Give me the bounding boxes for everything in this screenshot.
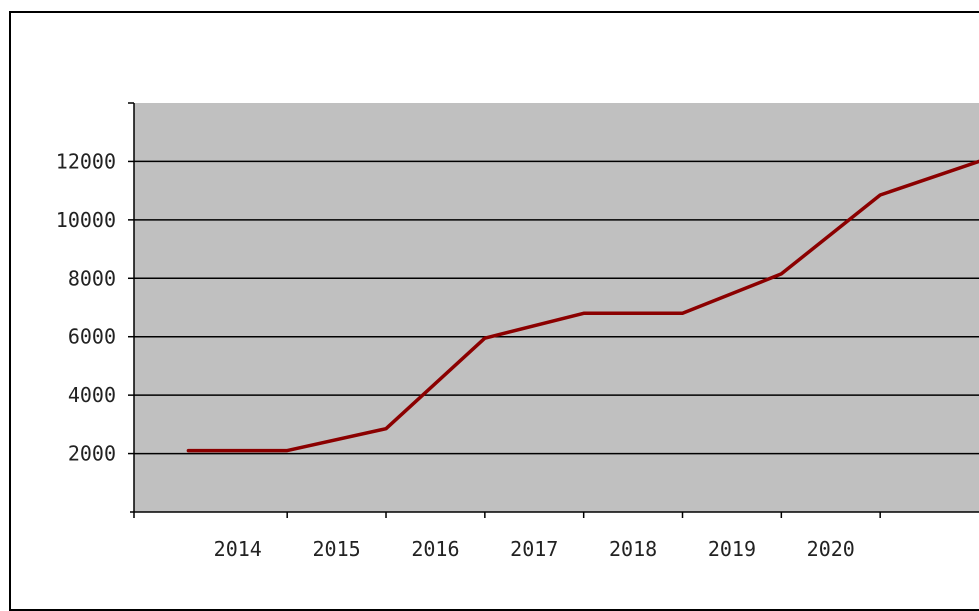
data-point-0-0 — [188, 450, 189, 451]
y-tick-label-10000: 10000 — [56, 208, 116, 232]
y-tick-label-2000: 2000 — [68, 442, 116, 466]
x-tick-label-2015: 2015 — [313, 537, 361, 561]
x-tick-label-2017: 2017 — [510, 537, 558, 561]
data-point-0-3 — [484, 338, 485, 339]
y-tick-label-6000: 6000 — [68, 325, 116, 349]
data-point-0-4 — [583, 313, 584, 314]
x-tick-label-2016: 2016 — [411, 537, 459, 561]
data-point-0-6 — [781, 273, 782, 274]
data-point-0-2 — [386, 428, 387, 429]
y-tick-label-4000: 4000 — [68, 383, 116, 407]
x-tick-label-2018: 2018 — [609, 537, 657, 561]
data-point-0-7 — [880, 195, 881, 196]
y-tick-label-8000: 8000 — [68, 266, 116, 290]
data-point-0-1 — [287, 450, 288, 451]
x-tick-label-2014: 2014 — [214, 537, 262, 561]
data-point-0-5 — [682, 313, 683, 314]
y-tick-label-12000: 12000 — [56, 149, 116, 173]
x-tick-label-2020: 2020 — [807, 537, 855, 561]
x-tick-label-2019: 2019 — [708, 537, 756, 561]
